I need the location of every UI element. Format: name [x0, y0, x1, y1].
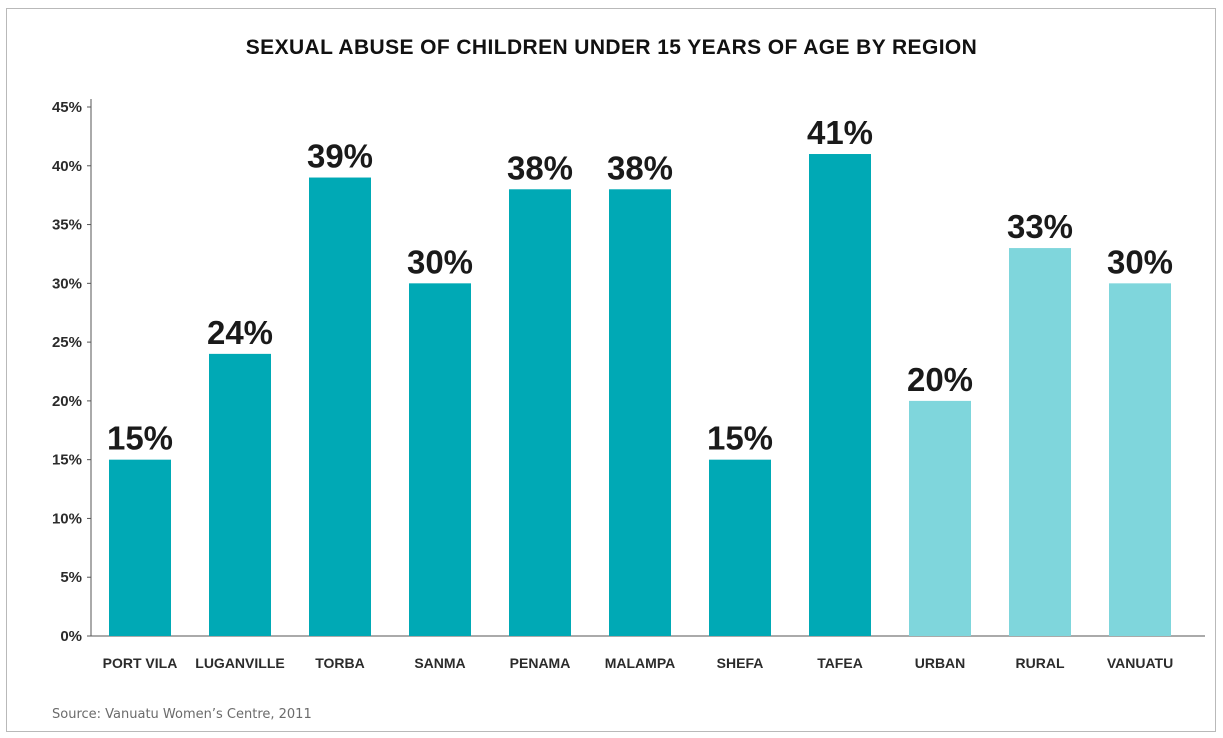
y-tick-label: 0% [60, 628, 82, 645]
data-label: 24% [207, 314, 273, 351]
chart-title: SEXUAL ABUSE OF CHILDREN UNDER 15 YEARS … [245, 36, 978, 59]
data-label: 30% [407, 243, 473, 280]
y-tick-label: 35% [52, 217, 82, 234]
y-tick-label: 5% [60, 569, 82, 586]
bar [809, 154, 871, 636]
category-label: SHEFA [717, 655, 764, 671]
category-label: RURAL [1016, 655, 1065, 671]
bar [1009, 248, 1071, 637]
bar [309, 177, 371, 637]
data-label: 38% [607, 149, 673, 186]
data-label: 38% [507, 149, 573, 186]
y-tick-label: 20% [52, 393, 82, 410]
y-tick-label: 40% [52, 158, 82, 175]
data-label: 15% [107, 420, 173, 457]
bar [209, 353, 271, 636]
category-label: PORT VILA [103, 655, 178, 671]
bar [1109, 283, 1171, 636]
bar [709, 459, 771, 636]
bar [109, 459, 171, 636]
category-label: TAFEA [817, 655, 863, 671]
y-tick-label: 45% [52, 99, 82, 116]
category-label: SANMA [414, 655, 465, 671]
data-label: 33% [1007, 208, 1073, 245]
bar [409, 283, 471, 636]
y-tick-label: 25% [52, 334, 82, 351]
bar [509, 189, 571, 637]
data-label: 39% [307, 138, 373, 175]
category-label: URBAN [915, 655, 966, 671]
data-label: 20% [907, 361, 973, 398]
y-tick-label: 10% [52, 510, 82, 527]
data-label: 30% [1107, 243, 1173, 280]
category-label: LUGANVILLE [195, 655, 284, 671]
source-note: Source: Vanuatu Women’s Centre, 2011 [52, 707, 312, 722]
y-tick-label: 15% [52, 452, 82, 469]
category-label: PENAMA [510, 655, 571, 671]
category-label: TORBA [315, 655, 365, 671]
data-label: 15% [707, 420, 773, 457]
category-label: VANUATU [1107, 655, 1173, 671]
y-tick-label: 30% [52, 275, 82, 292]
category-label: MALAMPA [605, 655, 676, 671]
data-label: 41% [807, 114, 873, 151]
bar [609, 189, 671, 637]
bar [909, 400, 971, 636]
